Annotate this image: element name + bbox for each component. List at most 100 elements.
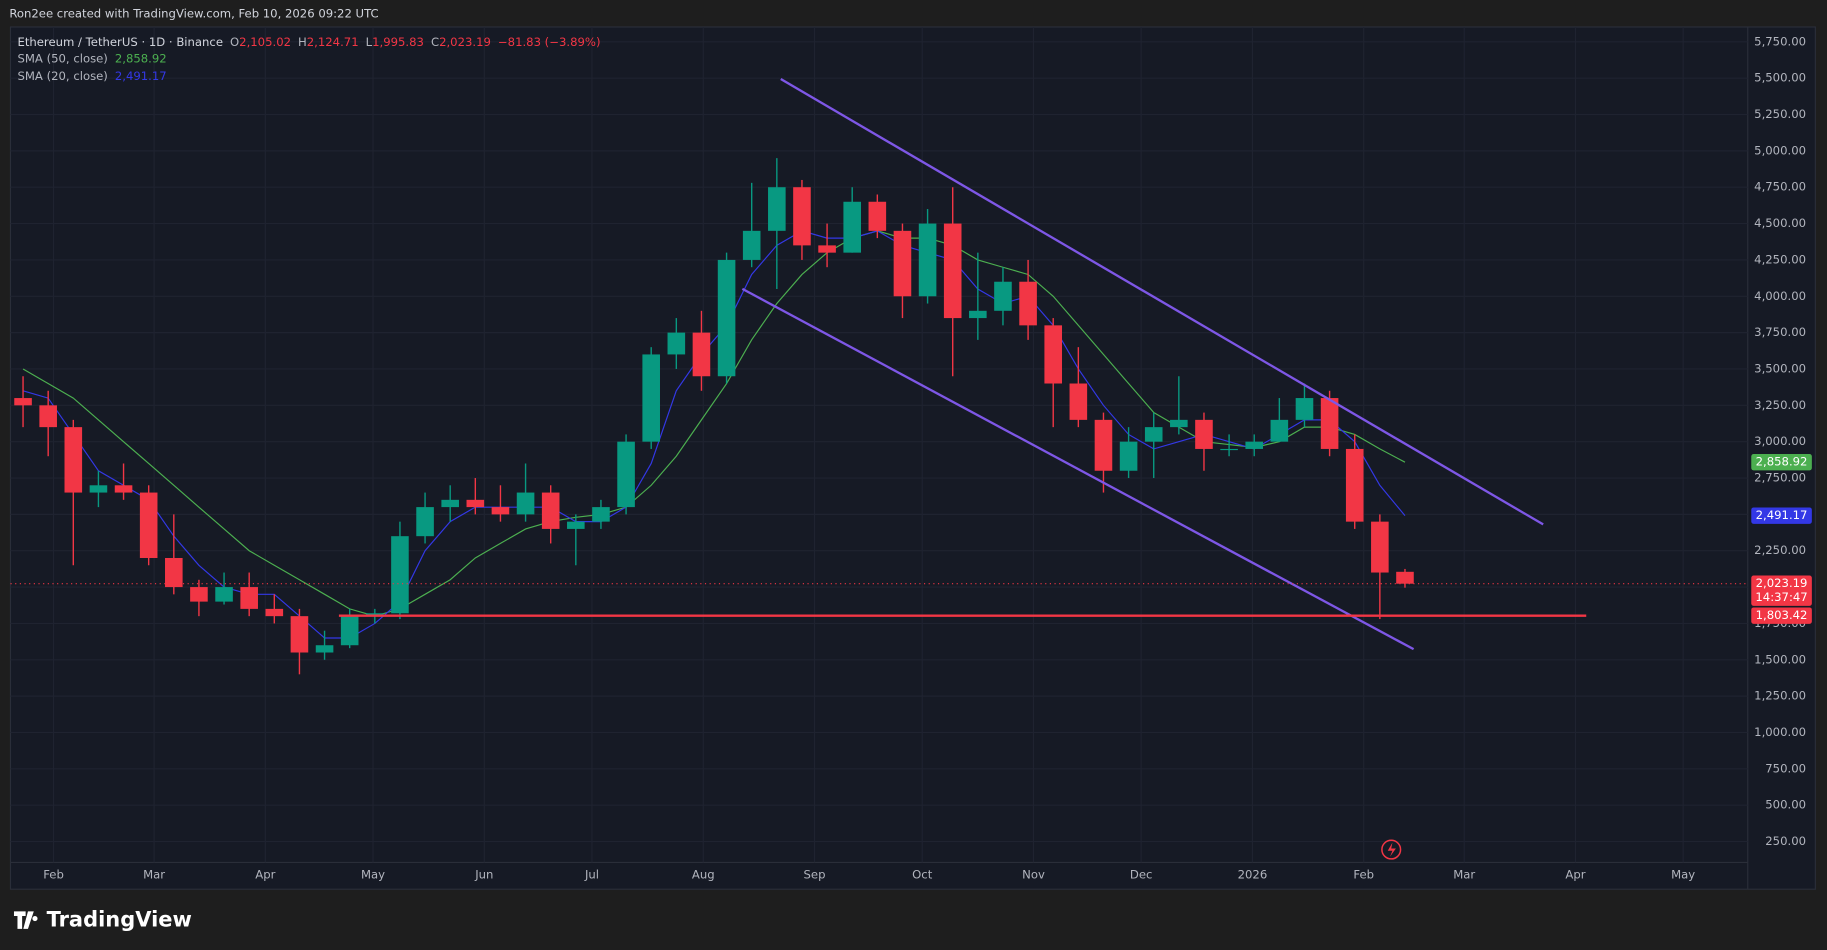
trendline xyxy=(741,287,1415,651)
ohlc-value: 2,124.71 xyxy=(307,35,359,49)
ohlc-key: L xyxy=(366,35,373,49)
y-tick-label: 4,000.00 xyxy=(1754,289,1806,303)
candle-body xyxy=(742,230,761,260)
ohlc-value: 2,105.02 xyxy=(239,35,291,49)
candle-body xyxy=(717,259,736,377)
candle-body xyxy=(491,507,510,515)
sma-badge xyxy=(1751,454,1812,471)
candle-body xyxy=(1220,448,1238,451)
alert-bolt xyxy=(1387,842,1396,857)
last-price-label: 2,023.19 xyxy=(1756,576,1808,590)
candle-body xyxy=(139,492,158,558)
candle-body xyxy=(918,223,937,297)
x-tick-label: Nov xyxy=(1022,868,1045,882)
sma-badge xyxy=(1751,507,1812,524)
x-tick-label: Jun xyxy=(474,868,493,882)
x-tick-label: May xyxy=(1671,868,1695,882)
y-tick-label: 2,250.00 xyxy=(1754,543,1806,557)
y-tick-label: 4,750.00 xyxy=(1754,180,1806,194)
candle-body xyxy=(1195,419,1213,449)
last-price-badge xyxy=(1751,575,1812,606)
axes: 250.00 500.00 750.00 1,000.00 1,250.00 1,500.… xyxy=(43,34,1812,882)
candle-body xyxy=(315,645,334,653)
grid xyxy=(10,26,1748,863)
x-tick-label: Mar xyxy=(1453,868,1475,882)
x-tick-label: Apr xyxy=(255,868,275,882)
y-tick-label: 5,500.00 xyxy=(1754,71,1806,85)
candle-body xyxy=(14,398,32,406)
marks xyxy=(10,78,1748,675)
candle-body xyxy=(642,354,660,442)
candle-body xyxy=(39,405,57,428)
y-tick-label: 3,000.00 xyxy=(1754,434,1806,448)
symbol-title: Ethereum / TetherUS · 1D · Binance xyxy=(17,35,223,49)
indicator-legend: SMA (20, close) 2,491.17 xyxy=(17,68,166,82)
candle-body xyxy=(541,492,560,529)
candle-body xyxy=(818,245,836,253)
level-badge xyxy=(1751,607,1812,624)
candle-body xyxy=(89,485,108,493)
y-tick-label: 1,250.00 xyxy=(1754,689,1806,703)
y-tick-label: 1,000.00 xyxy=(1754,725,1806,739)
x-tick-label: Sep xyxy=(804,868,826,882)
plot-area xyxy=(9,26,1816,890)
candle-body xyxy=(1069,383,1088,420)
ohlc-key: O xyxy=(230,35,239,49)
candle-body xyxy=(1044,325,1063,384)
candle-body xyxy=(692,332,711,377)
candle-body xyxy=(1019,281,1037,326)
x-tick-label: 2026 xyxy=(1238,868,1268,882)
candle-body xyxy=(893,230,912,297)
candle-body xyxy=(1144,427,1163,442)
x-tick-label: Feb xyxy=(1353,868,1374,882)
candle-body xyxy=(215,587,233,602)
y-tick-label: 250.00 xyxy=(1765,834,1806,848)
x-tick-label: Aug xyxy=(692,868,715,882)
candle-body xyxy=(868,201,887,231)
candle-body xyxy=(64,427,83,493)
y-tick-label: 500.00 xyxy=(1765,798,1806,812)
logo-text: TradingView xyxy=(47,908,192,932)
candle-body xyxy=(190,587,208,602)
candle-body xyxy=(843,201,862,253)
y-tick-label: 5,000.00 xyxy=(1754,143,1806,157)
x-tick-label: May xyxy=(361,868,385,882)
candle-body xyxy=(265,608,284,617)
alert-icon[interactable] xyxy=(1381,839,1402,860)
x-tick-label: Apr xyxy=(1565,868,1585,882)
indicator-value: 2,491.17 xyxy=(115,68,167,82)
candle-body xyxy=(969,310,987,319)
ohlc-key: C xyxy=(431,35,439,49)
candle-body xyxy=(1295,398,1314,420)
ohlc-key: H xyxy=(298,35,307,49)
logo-mark xyxy=(13,911,38,929)
y-tick-label: 4,500.00 xyxy=(1754,216,1806,230)
ohlc-value: 1,995.83 xyxy=(372,35,424,49)
candle-body xyxy=(290,616,309,653)
x-tick-label: Mar xyxy=(143,868,165,882)
y-tick-label: 5,250.00 xyxy=(1754,107,1806,121)
sma-badge-label: 2,858.92 xyxy=(1756,455,1808,469)
symbol-legend: Ethereum / TetherUS · 1D · Binance O2,105… xyxy=(17,35,600,49)
candle-body xyxy=(943,223,962,319)
y-tick-label: 1,500.00 xyxy=(1754,652,1806,666)
indicator-legend: SMA (50, close) 2,858.92 xyxy=(17,51,166,65)
candle-body xyxy=(1170,419,1188,428)
candle-body xyxy=(391,536,409,614)
candle-body xyxy=(994,281,1012,311)
y-tick-label: 3,750.00 xyxy=(1754,325,1806,339)
candle-body xyxy=(466,499,485,508)
y-tick-label: 2,750.00 xyxy=(1754,471,1806,485)
candle-body xyxy=(1245,441,1264,449)
sma-badge-label: 2,491.17 xyxy=(1756,508,1808,522)
candle-body xyxy=(617,441,635,508)
indicator-name: SMA (50, close) xyxy=(17,51,107,65)
indicator-value: 2,858.92 xyxy=(115,51,167,65)
candle-body xyxy=(1119,441,1138,471)
candle-body xyxy=(592,507,610,522)
x-tick-label: Dec xyxy=(1130,868,1153,882)
countdown: 14:37:47 xyxy=(1755,590,1807,604)
candle-body xyxy=(416,507,434,537)
